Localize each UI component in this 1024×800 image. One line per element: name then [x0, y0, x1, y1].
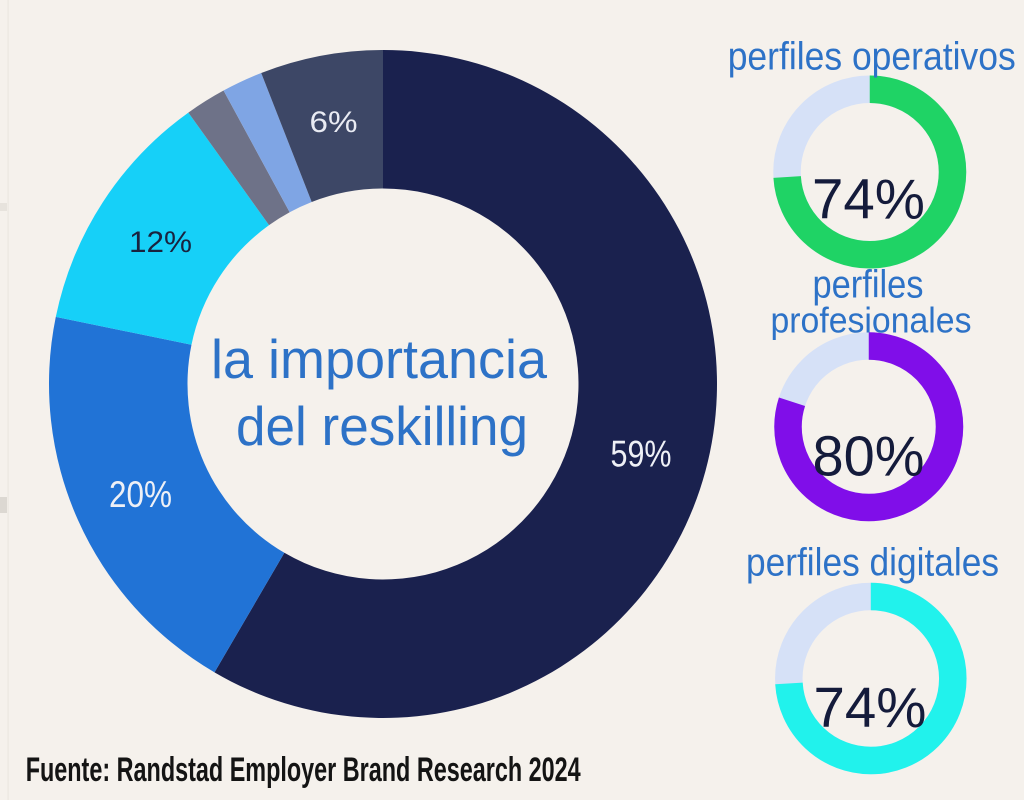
svg-text:perfiles: perfiles: [813, 264, 924, 307]
svg-text:perfiles digitales: perfiles digitales: [746, 542, 999, 585]
svg-text:del reskilling: del reskilling: [236, 395, 528, 457]
svg-text:perfiles operativos: perfiles operativos: [728, 35, 1016, 78]
svg-text:20%: 20%: [109, 474, 172, 515]
svg-text:74%: 74%: [812, 168, 925, 232]
svg-text:profesionales: profesionales: [771, 299, 972, 340]
svg-text:la importancia: la importancia: [211, 328, 547, 390]
svg-text:80%: 80%: [813, 425, 925, 489]
svg-text:74%: 74%: [814, 676, 927, 740]
svg-text:6%: 6%: [310, 106, 358, 139]
svg-text:59%: 59%: [611, 434, 672, 475]
svg-text:12%: 12%: [129, 226, 192, 259]
svg-text:Fuente: Randstad Employer Bran: Fuente: Randstad Employer Brand Research…: [26, 751, 581, 789]
